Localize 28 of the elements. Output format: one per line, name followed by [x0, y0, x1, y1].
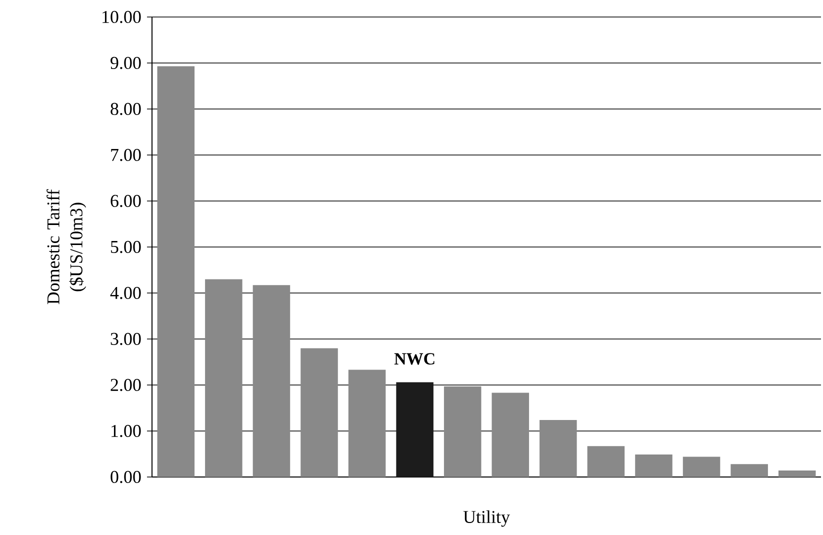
bar — [778, 470, 816, 477]
bar — [492, 392, 530, 477]
bar — [587, 446, 625, 477]
bar — [540, 420, 577, 477]
y-tick-label: 0.00 — [110, 470, 141, 484]
x-axis-title: Utility — [463, 510, 510, 527]
y-tick-label: 2.00 — [110, 378, 141, 392]
bar — [682, 456, 720, 477]
y-tick-label: 6.00 — [110, 194, 141, 208]
y-tick-label: 1.00 — [112, 424, 141, 438]
y-tick-label: 8.00 — [110, 102, 141, 116]
bar — [300, 348, 338, 477]
bar — [635, 454, 672, 477]
bar — [444, 386, 482, 477]
y-tick-label: 10.00 — [102, 10, 141, 24]
bar — [730, 464, 768, 477]
annotation: NWC — [394, 353, 434, 365]
bar — [252, 285, 290, 477]
y-tick-label: 5.00 — [111, 240, 141, 254]
y-tick-label: 7.00 — [111, 148, 141, 162]
y-axis-title: Domestic Tariff ($US/10m3) — [46, 189, 86, 304]
y-tick-label: 4.00 — [110, 286, 141, 300]
y-tick-label: 3.00 — [110, 332, 141, 346]
bar — [205, 279, 242, 477]
bar — [157, 66, 195, 477]
y-tick-label: 9.00 — [110, 56, 141, 70]
bar — [348, 370, 386, 477]
bar — [396, 382, 434, 477]
